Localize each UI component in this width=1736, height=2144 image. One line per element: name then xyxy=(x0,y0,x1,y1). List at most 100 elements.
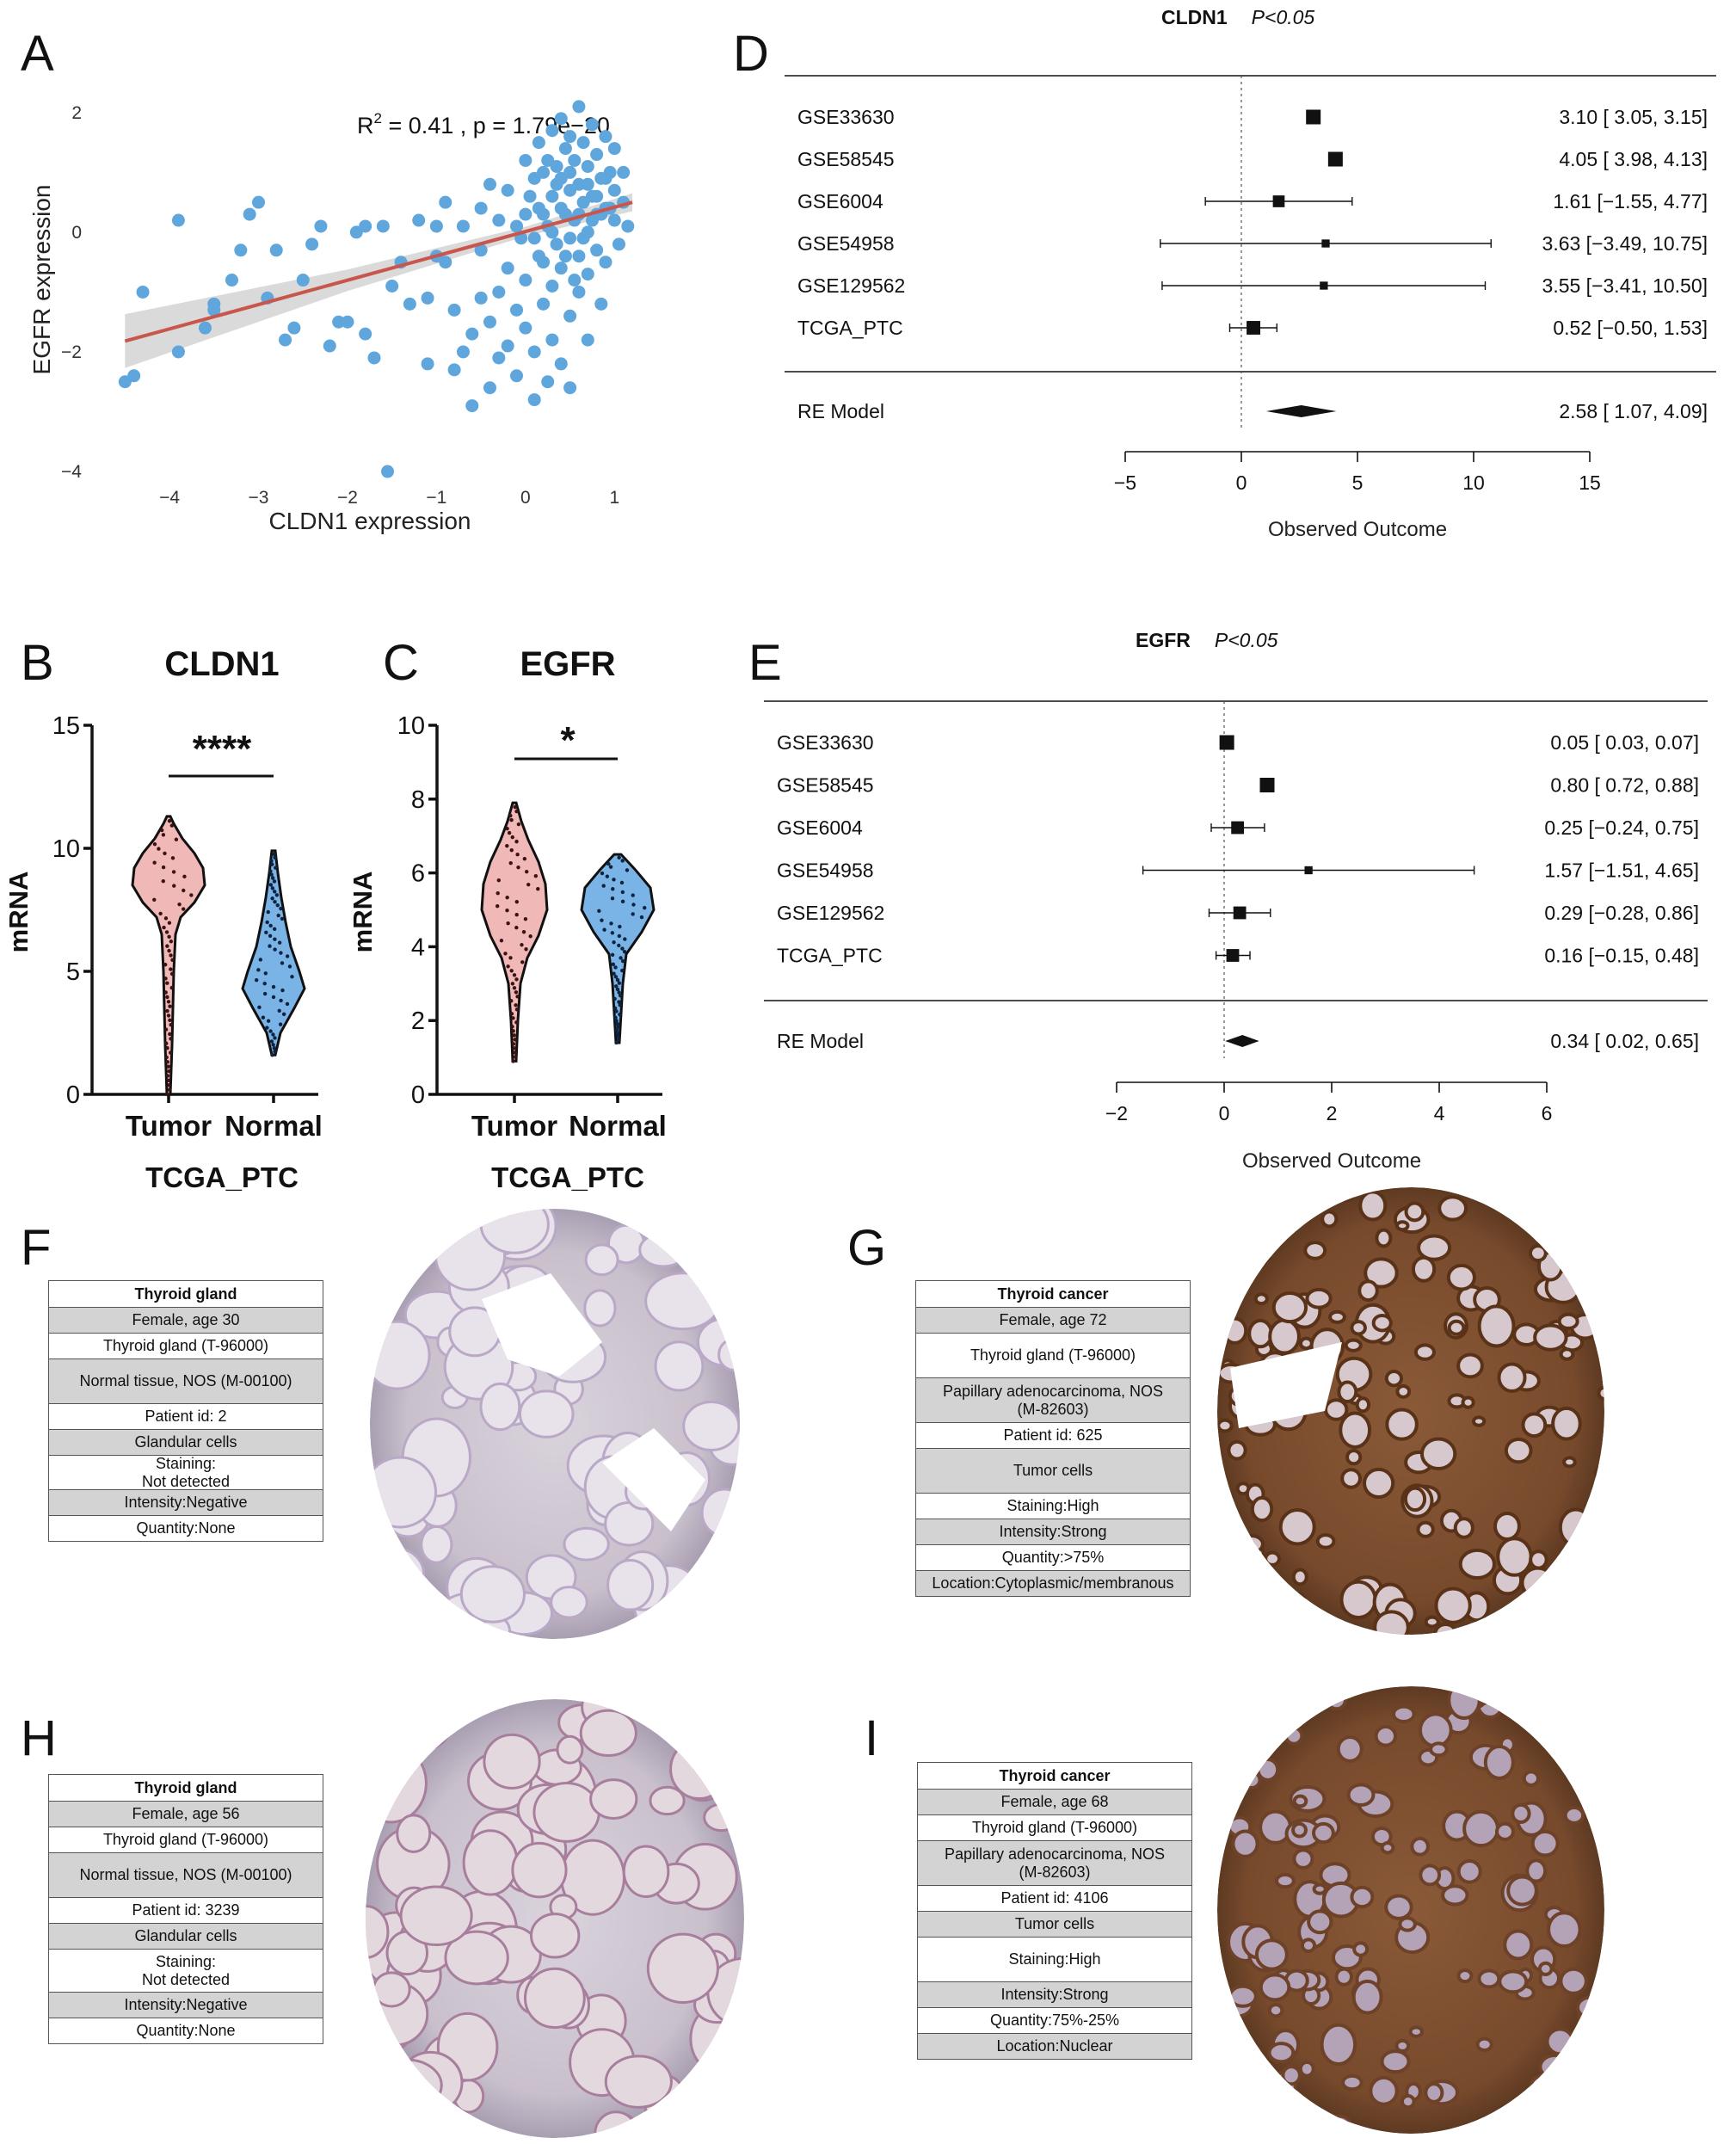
forest-estimate-text: 1.61 [−1.55, 4.77] xyxy=(1553,190,1708,213)
panel-label-h: H xyxy=(21,1710,57,1766)
scatter-point xyxy=(447,303,461,317)
violin-dot xyxy=(290,975,294,979)
ihc-follicle xyxy=(1394,2038,1411,2053)
scatter-point xyxy=(545,333,559,347)
violin-dot xyxy=(268,1029,273,1033)
ihc-follicle xyxy=(1298,2060,1315,2078)
violin-dot xyxy=(611,887,615,891)
violin-dot xyxy=(514,926,519,930)
forest-xtick-label: 10 xyxy=(1462,471,1485,494)
ihc-follicle xyxy=(1292,1794,1308,1808)
violin-ytick-label: 0 xyxy=(66,1081,80,1109)
violin-dot xyxy=(268,883,274,887)
violin-dot xyxy=(270,876,275,880)
violin-dot xyxy=(521,930,526,934)
ihc-follicle xyxy=(1584,1767,1602,1784)
ihc-follicle xyxy=(420,1525,453,1564)
ihc-follicle xyxy=(1373,1610,1410,1635)
violin-ytick-label: 10 xyxy=(52,835,80,863)
ihc-follicle xyxy=(1495,1821,1515,1841)
ihc-follicle xyxy=(1247,1318,1274,1349)
ihc-follicle xyxy=(1462,1809,1500,1848)
ihc-follicle xyxy=(366,1743,428,1824)
ihc-table-row: Intensity:Strong xyxy=(916,1519,1190,1544)
violin-dot xyxy=(631,893,635,897)
ihc-follicle xyxy=(644,1272,722,1331)
ihc-follicle xyxy=(1307,1909,1333,1935)
ihc-follicle xyxy=(1264,1550,1281,1567)
violin-dot xyxy=(511,1059,515,1063)
scatter-point xyxy=(572,285,586,299)
ihc-follicle xyxy=(1424,2082,1444,2104)
forest-xtick-label: 2 xyxy=(1327,1102,1338,1124)
violin-dot xyxy=(614,1028,619,1032)
violin-dot xyxy=(614,1009,619,1013)
scatter-point xyxy=(537,207,551,221)
scatter-point xyxy=(412,213,426,227)
scatter-point xyxy=(607,183,621,197)
ihc-follicle xyxy=(1483,1744,1515,1780)
ihc-follicle xyxy=(370,1223,406,1273)
forest-study-label: GSE54958 xyxy=(797,232,895,255)
ihc-follicle xyxy=(1533,1323,1568,1352)
forest-xtick-label: 5 xyxy=(1352,471,1364,494)
violin-dot xyxy=(169,1023,173,1027)
violin-dot xyxy=(168,1004,172,1008)
violin-dot xyxy=(278,1022,283,1026)
forest-study-label: GSE129562 xyxy=(777,902,884,924)
ihc-follicle xyxy=(1312,1821,1335,1845)
ihc-table-row: Glandular cells xyxy=(49,1923,323,1949)
violin-dot xyxy=(617,855,621,859)
scatter-point xyxy=(314,219,328,233)
violin-dot xyxy=(274,893,280,897)
ihc-follicle xyxy=(1516,1686,1543,1708)
ihc-follicle xyxy=(1593,1465,1604,1480)
ihc-follicle xyxy=(462,1829,519,1896)
scatter-point xyxy=(359,327,372,341)
ihc-follicle xyxy=(1355,1396,1371,1414)
forest-estimate-text: 0.80 [ 0.72, 0.88] xyxy=(1550,774,1699,797)
scatter-point xyxy=(510,219,524,233)
scatter-point xyxy=(607,142,621,156)
violin-dot xyxy=(618,924,622,929)
ihc-follicle xyxy=(1222,1222,1249,1251)
violin-dot xyxy=(269,859,274,863)
scatter-point xyxy=(572,177,586,191)
forest-xtick-label: −2 xyxy=(1105,1102,1128,1124)
violin-dot xyxy=(170,958,175,962)
scatter-point xyxy=(554,262,568,275)
forest-estimate-text: 0.05 [ 0.03, 0.07] xyxy=(1550,731,1699,754)
panel-label-a: A xyxy=(21,26,54,82)
ihc-follicle xyxy=(1362,1467,1395,1499)
scatter-ytick-label: −4 xyxy=(61,462,82,482)
scatter-point xyxy=(376,219,390,233)
forest-point-square xyxy=(1321,239,1330,248)
violin-dot xyxy=(169,967,173,971)
violin-dot xyxy=(617,933,622,939)
violin-dot xyxy=(509,999,514,1003)
violin-dot xyxy=(514,977,519,982)
violin-dot xyxy=(510,982,515,986)
violin-category-label: Normal xyxy=(569,1110,667,1142)
ihc-table-row: Thyroid gland xyxy=(49,1775,323,1801)
ihc-table-row: Tumor cells xyxy=(916,1448,1190,1493)
ihc-follicle xyxy=(1300,1938,1317,1954)
ihc-table-row: Patient id: 625 xyxy=(916,1422,1190,1448)
violin-dot xyxy=(496,890,500,896)
forest-estimate-text: 3.63 [−3.49, 10.75] xyxy=(1542,232,1708,255)
violin-dot xyxy=(158,911,163,916)
ihc-follicle xyxy=(1529,2073,1560,2100)
ihc-follicle xyxy=(1339,1580,1377,1620)
ihc-follicle xyxy=(1346,1783,1376,1808)
scatter-xtick-label: −3 xyxy=(249,488,269,508)
ihc-follicle xyxy=(1446,1263,1476,1291)
violin-dot xyxy=(167,819,172,823)
panel-label-g: G xyxy=(847,1220,886,1276)
forest-study-label: TCGA_PTC xyxy=(797,317,903,339)
ihc-follicle xyxy=(1222,1316,1248,1345)
violin-dot xyxy=(275,903,280,908)
violin-dot xyxy=(606,861,611,866)
violin-dot xyxy=(163,916,169,921)
violin-dot xyxy=(613,965,618,970)
scatter-point xyxy=(612,237,625,251)
